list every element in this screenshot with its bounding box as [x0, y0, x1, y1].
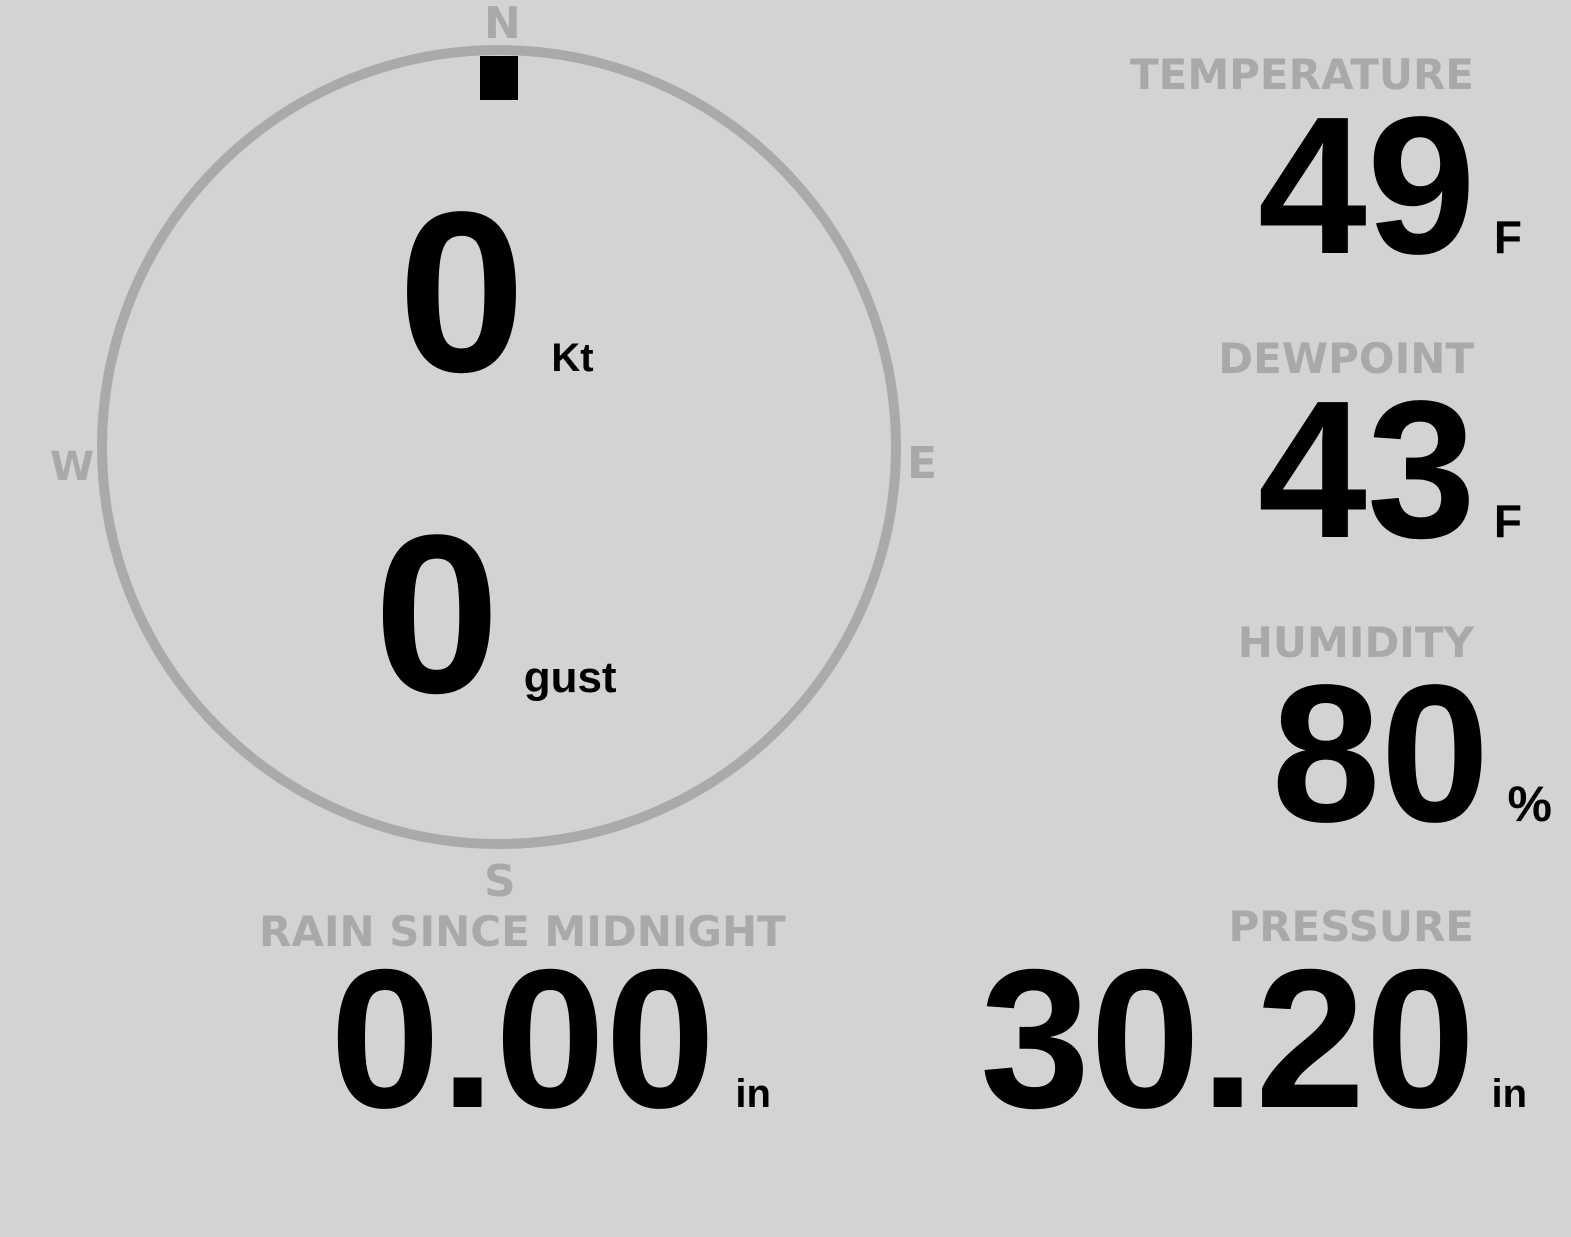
wind-compass — [97, 45, 901, 849]
rain-label: RAIN SINCE MIDNIGHT — [259, 907, 786, 956]
temperature: 49 F — [1257, 76, 1522, 295]
humidity: 80 % — [1271, 644, 1552, 863]
compass-south: S — [484, 856, 516, 907]
gust-unit: gust — [523, 653, 617, 702]
wind-direction-marker — [480, 56, 518, 100]
temperature-value: 49 — [1257, 76, 1476, 295]
wind-speed-unit: Kt — [551, 336, 594, 380]
pressure-label: PRESSURE — [1228, 902, 1474, 951]
compass-east: E — [907, 438, 938, 489]
dewpoint-label: DEWPOINT — [1218, 334, 1474, 383]
pressure-unit: in — [1491, 1072, 1527, 1116]
rain-value: 0.00 — [330, 928, 716, 1149]
dewpoint-unit: F — [1493, 495, 1522, 547]
compass-west: W — [50, 444, 95, 490]
dewpoint: 43 F — [1257, 360, 1522, 579]
compass-north: N — [484, 0, 521, 49]
rain: 0.00 in — [330, 928, 771, 1149]
compass-ring — [97, 45, 901, 849]
pressure: 30.20 in — [979, 928, 1527, 1149]
gust-value: 0 — [374, 487, 500, 740]
temperature-unit: F — [1493, 211, 1522, 263]
wind-speed: 0 Kt — [398, 164, 594, 420]
wind-speed-value: 0 — [398, 164, 526, 420]
humidity-label: HUMIDITY — [1237, 618, 1474, 667]
humidity-value: 80 — [1271, 644, 1490, 863]
wind-gust: 0 gust — [374, 487, 617, 740]
humidity-unit: % — [1507, 776, 1552, 832]
temperature-label: TEMPERATURE — [1130, 50, 1474, 99]
rain-unit: in — [735, 1072, 771, 1116]
pressure-value: 30.20 — [979, 928, 1476, 1149]
dewpoint-value: 43 — [1257, 360, 1476, 579]
